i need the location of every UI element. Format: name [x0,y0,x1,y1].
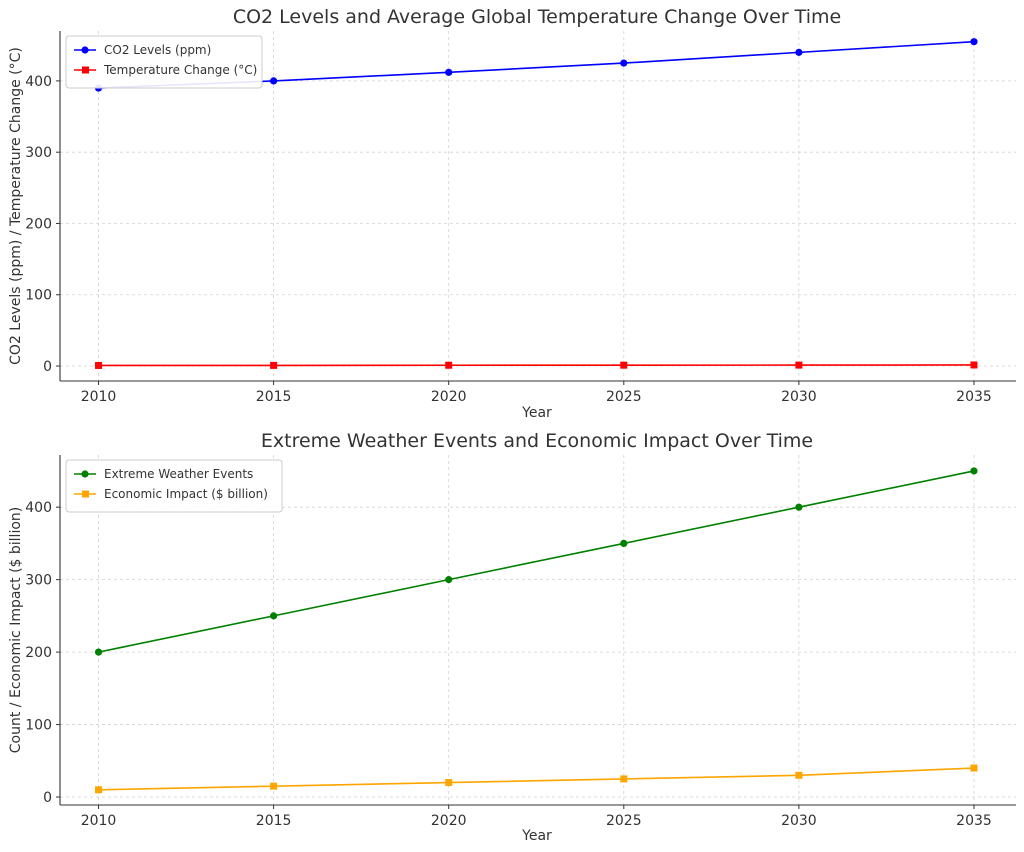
data-point-temperature-change-c [95,361,103,369]
y-tick-label: 400 [25,74,52,90]
y-tick-label: 0 [43,790,52,806]
legend: Extreme Weather Events Economic Impact ($… [65,459,283,513]
legend-marker [82,490,89,498]
x-tick-label: 2015 [256,813,292,829]
data-point-economic-impact-billion [795,771,803,779]
data-point-temperature-change-c [445,361,453,369]
chart-co2-temperature: CO2 Levels and Average Global Temperatur… [8,6,1016,421]
y-tick-label: 200 [25,216,52,232]
legend-label: CO2 Levels (ppm) [104,43,211,57]
data-point-co2-levels-ppm [970,38,978,46]
x-axis-label: Year [521,405,552,421]
y-axis-label: CO2 Levels (ppm) / Temperature Change (°… [8,47,24,365]
data-point-extreme-weather-events [970,467,978,475]
legend-marker [81,46,89,54]
legend-label: Economic Impact ($ billion) [104,487,268,501]
legend-label: Temperature Change (°C) [103,63,257,77]
y-tick-label: 200 [25,645,52,661]
x-tick-label: 2025 [606,389,642,405]
data-point-temperature-change-c [270,361,278,369]
chart-title: CO2 Levels and Average Global Temperatur… [233,6,841,28]
data-point-temperature-change-c [795,361,803,369]
data-point-co2-levels-ppm [445,68,453,76]
data-point-economic-impact-billion [445,779,453,787]
y-axis-label: Count / Economic Impact ($ billion) [8,507,24,753]
legend-box [65,35,263,89]
data-point-economic-impact-billion [620,775,628,783]
data-point-extreme-weather-events [795,503,803,511]
chart-title: Extreme Weather Events and Economic Impa… [261,430,813,452]
data-point-economic-impact-billion [970,764,978,772]
legend-marker [82,66,89,74]
y-tick-label: 300 [25,573,52,589]
data-point-economic-impact-billion [270,782,278,790]
data-point-extreme-weather-events [94,648,103,656]
x-tick-label: 2010 [81,813,117,829]
y-tick-label: 0 [43,359,52,375]
data-point-economic-impact-billion [95,786,103,794]
x-tick-label: 2035 [956,389,992,405]
x-tick-label: 2015 [256,389,292,405]
x-tick-label: 2025 [606,813,642,829]
chart-weather-economic: Extreme Weather Events and Economic Impa… [8,430,1016,844]
data-point-extreme-weather-events [270,612,278,620]
legend-marker [81,470,89,478]
data-point-co2-levels-ppm [620,59,628,67]
series-line-extreme-weather-events [98,470,975,653]
series-line-economic-impact-billion [98,767,975,791]
x-tick-label: 2030 [781,813,817,829]
x-axis-label: Year [521,828,552,844]
y-tick-label: 300 [25,145,52,161]
x-tick-label: 2020 [431,389,467,405]
legend-box [65,459,283,513]
data-point-extreme-weather-events [620,539,628,548]
y-tick-label: 400 [25,500,52,516]
legend: CO2 Levels (ppm) Temperature Change (°C) [65,35,263,89]
data-point-co2-levels-ppm [270,77,278,85]
data-point-co2-levels-ppm [795,48,803,56]
x-tick-label: 2030 [781,389,817,405]
x-tick-label: 2035 [956,813,992,829]
x-tick-label: 2010 [81,389,117,405]
data-point-temperature-change-c [970,361,978,369]
y-tick-label: 100 [25,718,52,734]
legend-label: Extreme Weather Events [104,467,253,481]
data-point-temperature-change-c [620,361,628,369]
data-point-extreme-weather-events [445,576,453,584]
y-tick-label: 100 [25,288,52,304]
x-tick-label: 2020 [431,813,467,829]
